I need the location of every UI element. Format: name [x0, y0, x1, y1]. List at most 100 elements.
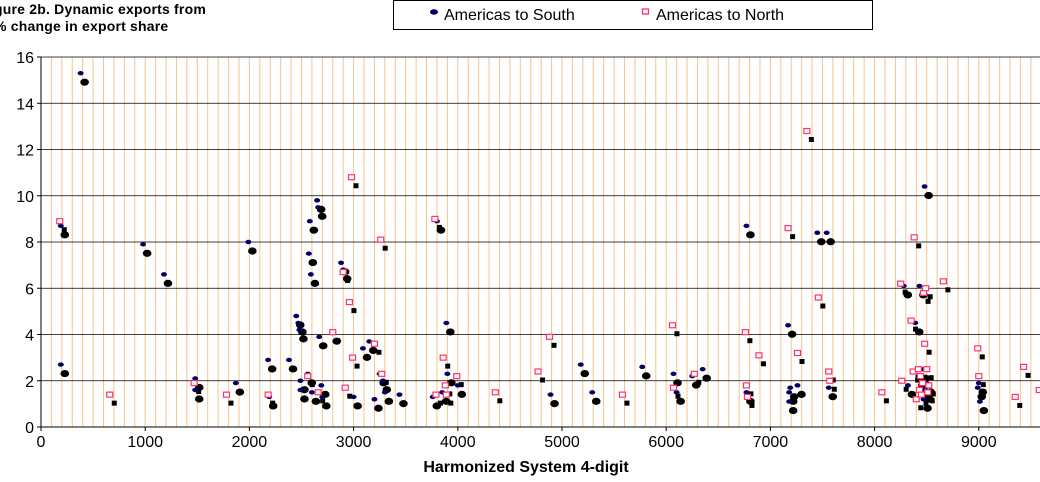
companion-square — [309, 382, 315, 388]
companion-dot — [816, 238, 826, 246]
point-north — [925, 382, 933, 389]
point-south — [454, 383, 461, 388]
companion-dot — [318, 342, 328, 350]
point-north — [264, 391, 272, 398]
y-tick-labels: 0 2 4 6 8 10 12 14 16 — [16, 50, 34, 437]
companion-square — [820, 303, 826, 309]
point-south — [305, 251, 312, 256]
legend-marker-north-icon — [641, 8, 650, 15]
x-tick-label: 2000 — [232, 434, 268, 451]
companion-dot — [309, 226, 319, 234]
companion-dot — [457, 390, 467, 398]
point-north — [939, 278, 947, 285]
companion-dot — [591, 397, 601, 405]
companion-square — [382, 245, 388, 251]
y-tick-label: 2 — [25, 374, 34, 391]
companion-square — [270, 400, 276, 406]
point-south — [794, 383, 801, 388]
companion-dot — [235, 388, 245, 396]
companion-dot — [311, 397, 321, 405]
point-south — [381, 390, 388, 395]
point-south — [232, 380, 239, 386]
companion-dot — [746, 231, 755, 239]
companion-dot — [788, 406, 798, 415]
point-south — [192, 376, 199, 381]
point-south — [295, 320, 302, 326]
companion-square — [749, 402, 755, 408]
companion-dot — [787, 330, 797, 338]
point-south — [396, 392, 403, 397]
point-north — [897, 280, 905, 287]
point-north — [690, 370, 698, 377]
companion-square — [979, 354, 985, 360]
point-south — [307, 272, 314, 277]
companion-dot — [267, 365, 277, 373]
companion-dot — [368, 346, 378, 355]
companion-dot — [163, 279, 173, 287]
point-north — [439, 354, 447, 361]
figure-title-line-1: gure 2b. Dynamic exports from — [0, 1, 206, 17]
point-south — [160, 272, 167, 277]
legend-entry-north: Americas to North — [656, 7, 785, 24]
point-south — [338, 260, 345, 266]
companion-dot — [979, 406, 989, 415]
point-south — [314, 198, 321, 203]
companion-square — [354, 363, 360, 369]
point-north — [314, 389, 322, 396]
point-north — [1035, 386, 1040, 394]
companion-square — [111, 400, 117, 406]
companion-dot — [362, 353, 372, 361]
y-tick-label: 0 — [25, 420, 34, 437]
companion-square — [675, 393, 681, 399]
point-north — [826, 377, 834, 384]
point-south — [379, 378, 386, 383]
point-south — [443, 320, 450, 326]
point-south — [192, 387, 199, 393]
companion-square — [345, 278, 351, 284]
companion-square — [916, 243, 922, 249]
point-north — [432, 391, 440, 398]
series-americas-to-north — [56, 127, 1040, 403]
companion-square — [927, 294, 933, 300]
x-tick-labels: 0 1000 2000 3000 4000 5000 6000 7000 8000 9000 — [37, 434, 997, 451]
point-north — [347, 174, 356, 181]
y-tick-label: 16 — [16, 50, 34, 67]
companion-square — [808, 137, 814, 142]
companion-dot — [676, 397, 685, 405]
companion-dot — [248, 247, 257, 255]
companion-square — [436, 224, 442, 230]
companion-square — [1025, 372, 1031, 378]
point-south — [823, 230, 830, 235]
point-south — [699, 366, 706, 372]
companion-dot — [923, 404, 932, 412]
point-north — [668, 322, 677, 329]
point-south — [371, 397, 378, 402]
y-tick-label: 14 — [16, 96, 34, 113]
point-north — [441, 382, 449, 389]
point-north — [190, 379, 198, 387]
companion-square — [903, 386, 909, 392]
companion-square — [458, 382, 464, 388]
point-north — [431, 215, 439, 222]
point-north — [222, 391, 231, 398]
companion-dot — [310, 279, 320, 287]
point-north — [370, 340, 379, 347]
companion-dot — [288, 365, 298, 373]
companion-dot — [399, 400, 408, 408]
companion-dot — [317, 212, 327, 220]
point-north — [917, 391, 926, 398]
point-north — [907, 317, 915, 324]
companion-dot — [797, 390, 806, 398]
point-north — [348, 354, 357, 361]
companion-square — [799, 359, 805, 364]
point-south — [673, 390, 680, 395]
point-south — [743, 390, 750, 395]
companion-dot — [322, 402, 331, 410]
point-south — [639, 364, 646, 370]
point-south — [916, 283, 923, 289]
point-north — [914, 366, 922, 373]
companion-square — [334, 338, 340, 344]
companion-square — [351, 308, 357, 314]
companion-dot — [924, 191, 933, 200]
x-tick-label: 8000 — [857, 434, 893, 451]
